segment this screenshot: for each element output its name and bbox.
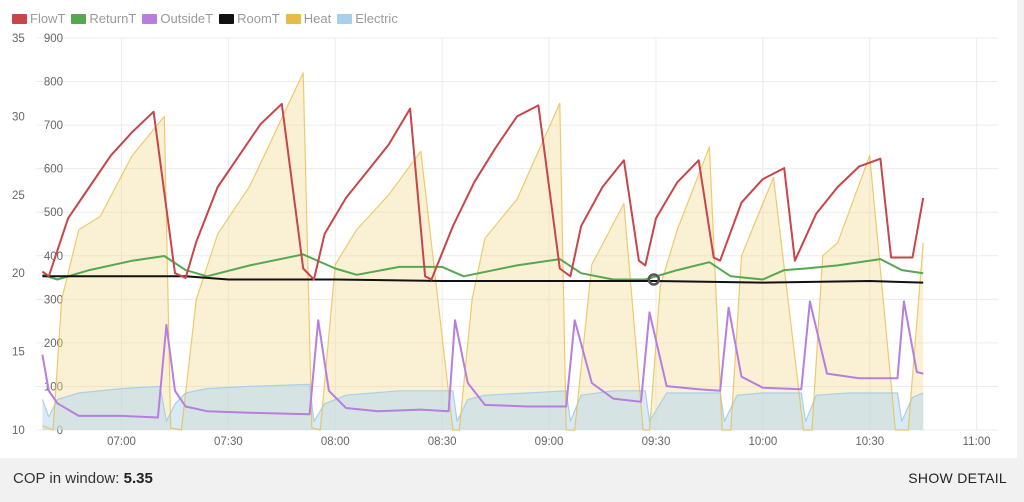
- x-tick-label: 07:00: [107, 436, 136, 448]
- cop-label: COP in window:: [13, 470, 120, 487]
- y-left-tick-label: 35: [12, 33, 25, 45]
- y-right-tick-label: 400: [44, 251, 63, 263]
- legend-item-outsidet[interactable]: OutsideT: [142, 11, 213, 26]
- y-left-tick-label: 25: [12, 190, 25, 202]
- y-right-tick-label: 800: [44, 77, 63, 89]
- chart-plot: 1015202530350100200300400500600700800900…: [12, 33, 998, 448]
- y-right-tick-label: 0: [57, 425, 63, 437]
- series-line-outsidet: [41, 300, 924, 419]
- legend-swatch: [285, 13, 301, 24]
- y-left-tick-label: 10: [12, 425, 25, 437]
- legend-item-electric[interactable]: Electric: [337, 11, 398, 26]
- x-tick-label: 09:00: [535, 436, 564, 448]
- series-line-roomt: [42, 275, 924, 284]
- cop-value: 5.35: [123, 470, 153, 487]
- y-right-tick-label: 900: [44, 33, 63, 45]
- chart-legend: FlowT ReturnT OutsideT RoomT Heat Electric: [12, 11, 398, 26]
- legend-swatch: [337, 13, 353, 24]
- hover-cursor-marker: [647, 273, 661, 286]
- series-line-flowt: [41, 102, 925, 281]
- legend-item-returnt[interactable]: ReturnT: [71, 11, 136, 26]
- x-tick-label: 07:30: [214, 436, 243, 448]
- y-right-tick-label: 600: [44, 164, 63, 176]
- x-tick-label: 11:00: [963, 436, 991, 448]
- show-detail-button[interactable]: SHOW DETAIL: [908, 470, 1007, 486]
- legend-swatch: [12, 13, 27, 24]
- y-right-tick-label: 500: [44, 207, 63, 219]
- legend-swatch: [142, 13, 158, 24]
- legend-item-flowt[interactable]: FlowT: [12, 11, 65, 26]
- y-left-tick-label: 15: [12, 347, 25, 359]
- legend-label: Electric: [355, 11, 398, 26]
- legend-swatch: [71, 13, 87, 24]
- legend-item-roomt[interactable]: RoomT: [219, 11, 280, 26]
- x-tick-label: 10:00: [748, 436, 777, 448]
- footer-bar: COP in window: 5.35 SHOW DETAIL: [0, 458, 1024, 502]
- legend-label: RoomT: [237, 11, 280, 26]
- y-right-tick-label: 300: [44, 294, 63, 306]
- series-area-electric: [42, 384, 924, 430]
- x-tick-label: 08:30: [428, 436, 457, 448]
- legend-label: ReturnT: [89, 11, 137, 26]
- x-tick-label: 09:30: [642, 436, 671, 448]
- y-left-tick-label: 20: [12, 268, 25, 280]
- y-right-tick-label: 700: [44, 120, 63, 132]
- legend-label: Heat: [303, 11, 332, 26]
- y-left-tick-label: 30: [12, 111, 25, 123]
- legend-item-heat[interactable]: Heat: [285, 11, 332, 26]
- x-tick-label: 08:00: [321, 436, 350, 448]
- legend-label: FlowT: [30, 11, 66, 26]
- legend-label: OutsideT: [160, 11, 214, 26]
- cop-readout: COP in window: 5.35: [13, 470, 153, 487]
- series-area-heat: [42, 72, 924, 431]
- chart-panel: 10 15 20 25 30 35 0 100 200 300 400 500 600 700 800 900…: [0, 0, 1017, 458]
- x-tick-label: 10:30: [855, 436, 884, 448]
- legend-swatch: [219, 13, 235, 24]
- series-line-heat: [42, 72, 924, 431]
- series-line-returnt: [42, 253, 924, 281]
